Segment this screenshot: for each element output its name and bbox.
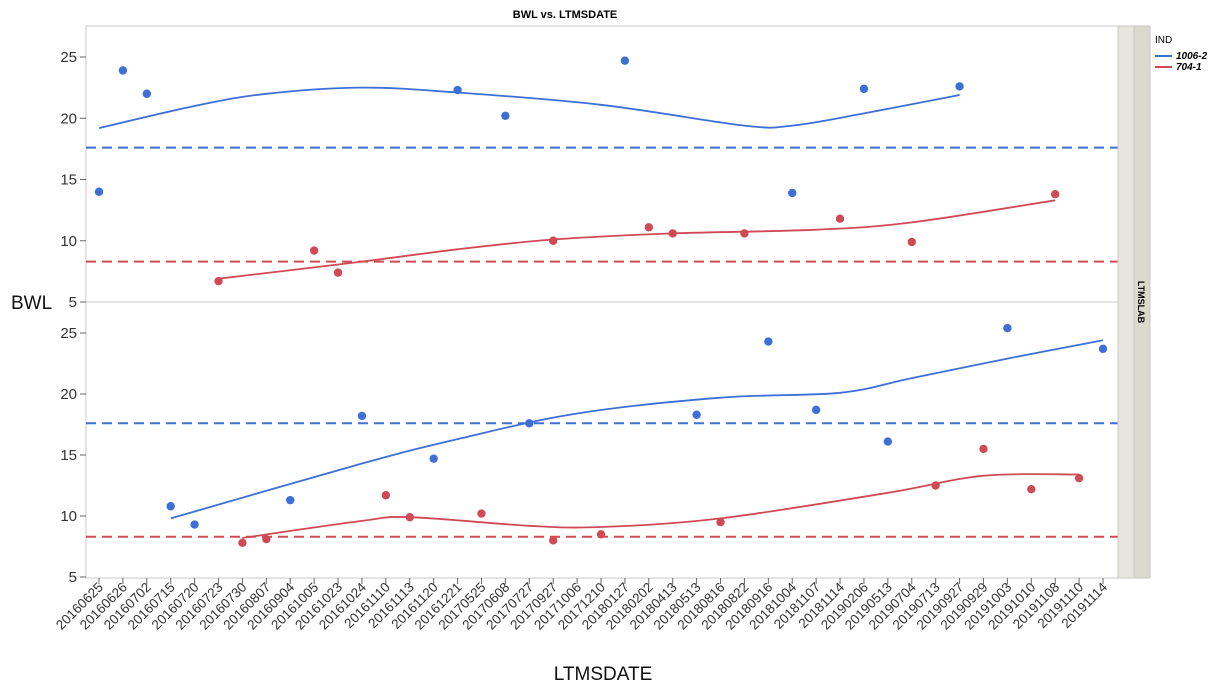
x-axis-label: LTMSDATE xyxy=(554,664,653,685)
data-point xyxy=(333,268,343,277)
y-tick-label: 5 xyxy=(69,569,77,586)
smooth-curve xyxy=(170,339,1104,520)
facet-strip-narrow xyxy=(1117,25,1135,579)
data-point xyxy=(1074,473,1084,483)
data-point xyxy=(596,530,606,539)
legend-entry: 704-1 xyxy=(1176,62,1202,73)
data-point xyxy=(883,437,893,446)
data-point xyxy=(477,509,486,518)
y-tick-label: 10 xyxy=(60,233,77,250)
data-point xyxy=(811,405,821,415)
data-point xyxy=(405,513,414,522)
legend-title: IND xyxy=(1155,35,1172,46)
data-point xyxy=(262,534,271,544)
data-point xyxy=(1098,344,1108,354)
y-tick-label: 15 xyxy=(60,172,77,189)
data-point xyxy=(620,56,630,65)
data-point xyxy=(907,237,916,247)
y-tick-label: 25 xyxy=(60,325,77,342)
data-point xyxy=(931,481,940,490)
data-point xyxy=(835,214,845,223)
data-point xyxy=(788,188,797,198)
data-point xyxy=(190,520,199,529)
data-point xyxy=(238,538,247,548)
data-point xyxy=(501,111,510,121)
data-point xyxy=(429,454,438,463)
y-axis-label: BWL xyxy=(11,293,52,314)
y-tick-label: 25 xyxy=(60,49,77,66)
y-tick-label: 15 xyxy=(60,447,77,464)
legend-entry: 1006-2 xyxy=(1176,51,1208,62)
data-point xyxy=(740,229,749,238)
data-point xyxy=(166,502,175,511)
chart-title: BWL vs. LTMSDATE xyxy=(513,9,618,21)
y-tick-label: 10 xyxy=(60,508,77,525)
data-point xyxy=(286,495,295,505)
data-point xyxy=(309,246,319,255)
data-point xyxy=(764,337,773,346)
y-tick-label: 20 xyxy=(60,110,77,127)
data-point xyxy=(94,187,104,196)
data-point xyxy=(979,444,988,454)
data-point xyxy=(453,85,462,95)
data-point xyxy=(142,89,152,98)
data-point xyxy=(548,236,558,245)
y-tick-label: 20 xyxy=(60,386,77,403)
data-point xyxy=(644,223,654,232)
smooth-curve xyxy=(218,199,1056,280)
y-tick-label: 5 xyxy=(69,294,77,311)
data-point xyxy=(1003,323,1012,333)
data-point xyxy=(548,536,558,545)
group-label: LTMSLAB xyxy=(1136,281,1146,324)
data-point xyxy=(692,410,701,419)
data-point xyxy=(525,419,534,428)
data-point xyxy=(381,491,391,500)
data-point xyxy=(955,82,964,91)
data-point xyxy=(214,276,223,286)
data-point xyxy=(716,517,725,527)
data-point xyxy=(118,66,128,75)
smooth-curve xyxy=(98,86,960,129)
data-point xyxy=(1027,484,1036,494)
data-point xyxy=(859,84,869,94)
data-point xyxy=(357,411,367,421)
smooth-curve xyxy=(242,473,1080,539)
data-point xyxy=(1050,190,1060,199)
facet-strip-wide xyxy=(1133,25,1151,579)
data-point xyxy=(668,229,677,238)
